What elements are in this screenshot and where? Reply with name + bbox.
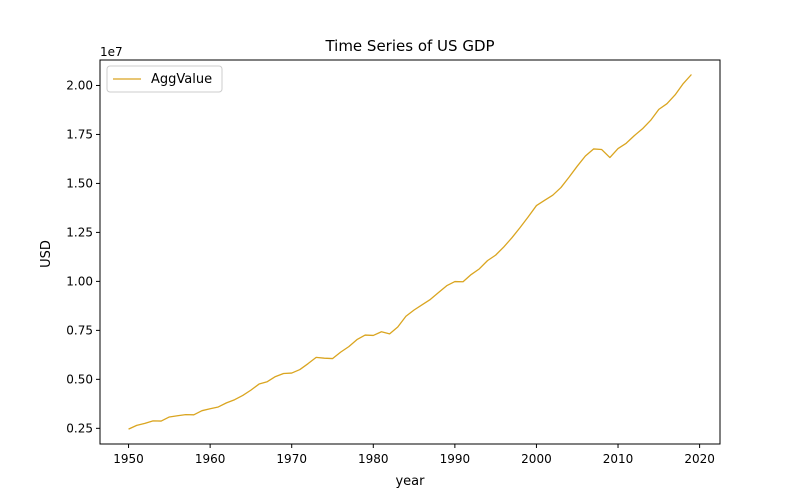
plot-frame <box>99 59 721 445</box>
y-tick-label: 1.50 <box>66 176 93 190</box>
legend-box <box>106 65 223 93</box>
y-tick-label: 0.75 <box>66 323 93 337</box>
y-tick-label: 1.75 <box>66 127 93 141</box>
y-tick-label: 1.00 <box>66 274 93 288</box>
x-tick-label: 2010 <box>603 452 634 466</box>
x-tick-label: 1990 <box>440 452 471 466</box>
chart-title: Time Series of US GDP <box>324 37 494 55</box>
y-tick-label: 0.50 <box>66 372 93 386</box>
x-tick-label: 1950 <box>113 452 144 466</box>
series-line-aggvalue <box>128 74 692 430</box>
y-tick-label: 1.25 <box>66 225 93 239</box>
x-tick-label: 1980 <box>358 452 389 466</box>
y-axis-offset-label: 1e7 <box>100 45 123 59</box>
series-group <box>128 74 692 430</box>
legend-entry-aggvalue: AggValue <box>151 72 212 87</box>
x-axis-ticks: 1950 1960 1970 1980 1990 2000 2010 2020 <box>113 444 715 466</box>
y-axis-ticks: 0.25 0.50 0.75 1.00 1.25 1.50 1.75 2.00 <box>66 78 100 435</box>
x-tick-label: 2000 <box>521 452 552 466</box>
y-tick-label: 2.00 <box>66 78 93 92</box>
x-axis-label: year <box>395 474 425 489</box>
legend: AggValue <box>106 65 223 93</box>
y-axis-label: USD <box>39 240 54 268</box>
x-tick-label: 1970 <box>276 452 307 466</box>
y-tick-label: 0.25 <box>66 421 93 435</box>
x-tick-label: 1960 <box>195 452 226 466</box>
x-tick-label: 2020 <box>684 452 715 466</box>
